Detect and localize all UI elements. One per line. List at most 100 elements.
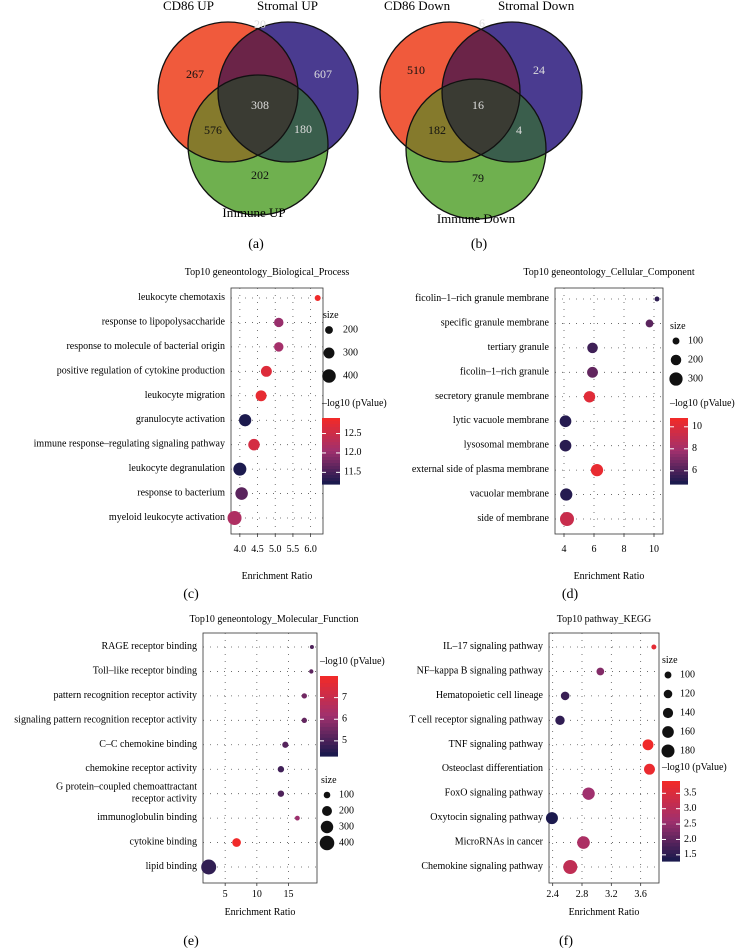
- panel-label-d: (d): [562, 587, 579, 602]
- data-point: [587, 366, 598, 378]
- y-category-label: TNF signaling pathway: [449, 739, 543, 750]
- venn-count-left: 267: [186, 67, 204, 81]
- colorbar-segment: [670, 445, 688, 449]
- data-point: [645, 319, 654, 328]
- x-tick-label: 3.6: [634, 889, 647, 900]
- colorbar-segment: [322, 442, 340, 446]
- colorbar-tick-label: 10: [692, 421, 702, 432]
- colorbar-segment: [662, 842, 680, 848]
- x-tick-label: 4.5: [251, 544, 264, 555]
- venn-count-center: 308: [251, 98, 269, 112]
- colorbar-segment: [320, 679, 338, 684]
- colorbar-segment: [662, 828, 680, 833]
- colorbar-segment: [322, 451, 340, 455]
- colorbar-segment: [662, 853, 680, 858]
- data-point: [309, 669, 314, 674]
- dot-plots: Top10 geneontology_Biological_Process 4.0…: [14, 267, 734, 918]
- color-legend-title: –log10 (pValue): [321, 398, 387, 409]
- colorbar-segment: [320, 701, 338, 706]
- size-legend-dot: [662, 707, 674, 719]
- y-category-label: Chemokine signaling pathway: [421, 861, 543, 872]
- colorbar-segment: [670, 463, 688, 467]
- colorbar-segment: [322, 427, 340, 431]
- size-legend-label: 400: [339, 837, 354, 848]
- panel-label-b: (b): [471, 237, 488, 252]
- colorbar-segment: [670, 454, 688, 458]
- data-point: [545, 812, 558, 825]
- colorbar-segment: [662, 791, 680, 797]
- colorbar-segment: [670, 427, 688, 431]
- colorbar-segment: [662, 857, 680, 862]
- y-category-label: lysosomal membrane: [464, 440, 550, 451]
- size-legend-title: size: [662, 655, 678, 666]
- data-point: [301, 693, 307, 699]
- size-legend-label: 160: [680, 726, 695, 737]
- colorbar-segment: [670, 478, 688, 482]
- size-legend-dot: [323, 791, 331, 799]
- data-point: [651, 644, 657, 650]
- data-point: [274, 317, 284, 328]
- venn-overlap-center: [442, 79, 520, 162]
- data-point: [201, 859, 217, 875]
- size-legend-label: 300: [339, 821, 354, 832]
- y-category-label: Hematopoietic cell lineage: [436, 690, 544, 701]
- colorbar-segment: [320, 683, 338, 688]
- data-point: [654, 296, 660, 302]
- data-point: [274, 342, 284, 352]
- venn-b-left-label: CD86 Down: [384, 0, 451, 13]
- x-tick-label: 15: [284, 889, 294, 900]
- colorbar-segment: [320, 712, 338, 717]
- data-point: [587, 342, 598, 354]
- colorbar-segment: [670, 448, 688, 452]
- x-tick-label: 2.8: [576, 889, 589, 900]
- colorbar-segment: [322, 460, 340, 464]
- size-legend-label: 180: [680, 745, 695, 756]
- y-category-label: RAGE receptor binding: [101, 641, 197, 652]
- colorbar-segment: [670, 481, 688, 485]
- venn-a-left-label: CD86 UP: [163, 0, 214, 13]
- data-point: [577, 836, 590, 849]
- colorbar-segment: [322, 421, 340, 425]
- size-legend-label: 200: [339, 805, 354, 816]
- data-point: [559, 439, 572, 452]
- colorbar-segment: [320, 752, 338, 757]
- y-category-label: vacuolar membrane: [470, 489, 550, 500]
- size-legend-label: 200: [688, 354, 703, 365]
- dotplot-e: Top10 geneontology_Molecular_Function 5 10…: [14, 614, 384, 918]
- venn-count-right: 607: [314, 67, 332, 81]
- y-category-label: granulocyte activation: [136, 415, 225, 426]
- colorbar-segment: [322, 424, 340, 428]
- x-tick-label: 5.5: [287, 544, 300, 555]
- colorbar-segment: [670, 469, 688, 473]
- size-legend-title: size: [670, 321, 686, 332]
- y-category-label: response to bacterium: [137, 488, 225, 499]
- colorbar-segment: [322, 430, 340, 434]
- colorbar-segment: [320, 723, 338, 728]
- colorbar-segment: [670, 421, 688, 425]
- chart-title-c: Top10 geneontology_Biological_Process: [185, 267, 350, 278]
- x-tick-label: 5.0: [269, 544, 282, 555]
- colorbar-segment: [662, 799, 680, 804]
- colorbar-segment: [670, 430, 688, 434]
- colorbar-segment: [670, 472, 688, 476]
- colorbar-segment: [662, 824, 680, 829]
- size-legend-label: 100: [680, 669, 695, 680]
- chart-title-f: Top10 pathway_KEGG: [557, 614, 652, 625]
- data-point: [227, 511, 242, 525]
- y-category-label: positive regulation of cytokine producti…: [57, 366, 225, 377]
- y-category-label: tertiary granule: [488, 342, 550, 353]
- size-legend-dot: [663, 689, 673, 699]
- plot-frame-c: [230, 287, 324, 535]
- colorbar-segment: [662, 817, 680, 822]
- size-legend-dot: [320, 820, 334, 834]
- y-category-label: IL–17 signaling pathway: [443, 641, 543, 652]
- data-point: [559, 415, 572, 428]
- colorbar-segment: [322, 466, 340, 470]
- size-legend-label: 200: [343, 324, 358, 335]
- x-tick-label: 6.0: [304, 544, 317, 555]
- colorbar-tick-label: 6: [342, 714, 347, 725]
- x-tick-label: 8: [622, 544, 627, 555]
- panel-label-c: (c): [183, 587, 199, 602]
- y-category-label: signaling pattern recognition receptor a…: [14, 715, 197, 726]
- colorbar-segment: [662, 821, 680, 826]
